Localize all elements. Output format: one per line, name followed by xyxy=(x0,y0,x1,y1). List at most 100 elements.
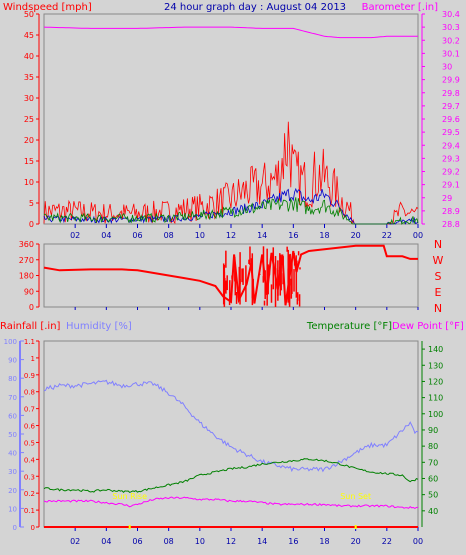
humidity-tick-label: 30 xyxy=(8,468,17,476)
climate-x-tick-label: 06 xyxy=(132,537,142,546)
wind-x-tick-label: 16 xyxy=(288,231,298,240)
wind-axis-label: Windspeed [mph] xyxy=(3,2,92,13)
wind-tick-label: 30 xyxy=(24,94,34,103)
temperature-tick-label: 120 xyxy=(428,377,443,386)
barometer-tick-label: 30.1 xyxy=(442,49,460,58)
temperature-tick-label: 60 xyxy=(428,474,438,483)
wind-tick-label: 0 xyxy=(29,220,34,229)
climate-x-tick-label: 22 xyxy=(382,537,392,546)
barometer-tick-label: 29.6 xyxy=(442,115,460,124)
direction-tick-label: 0 xyxy=(29,303,34,312)
temperature-tick-label: 100 xyxy=(428,410,443,419)
climate-x-tick-label: 18 xyxy=(319,537,329,546)
direction-tick-label: 180 xyxy=(19,272,34,281)
barometer-line xyxy=(43,26,418,39)
wind-x-tick-label: 04 xyxy=(101,231,111,240)
humidity-tick-label: 40 xyxy=(8,450,17,458)
barometer-tick-label: 29.9 xyxy=(442,76,460,85)
rain-tick-label: 0.1 xyxy=(24,507,35,515)
temperature-tick-label: 140 xyxy=(428,345,443,354)
climate-x-tick-label: 04 xyxy=(101,537,111,546)
rain-tick-label: 0.5 xyxy=(24,439,35,447)
rain-tick-label: 0.2 xyxy=(24,490,35,498)
rain-tick-label: 0 xyxy=(31,524,35,532)
wind-tick-label: 40 xyxy=(24,52,34,61)
humidity-tick-label: 70 xyxy=(8,394,17,402)
humidity-tick-label: 100 xyxy=(4,338,17,346)
barometer-tick-label: 29.2 xyxy=(442,168,460,177)
direction-compass-label: W xyxy=(433,254,444,267)
temperature-tick-label: 70 xyxy=(428,458,438,467)
barometer-tick-label: 29.5 xyxy=(442,128,460,137)
temperature-tick-label: 50 xyxy=(428,491,438,500)
humidity-tick-label: 20 xyxy=(8,487,17,495)
wind-tick-label: 25 xyxy=(24,115,34,124)
dewpoint-axis-label: Dew Point [°F] xyxy=(392,321,464,332)
direction-tick-label: 270 xyxy=(19,256,34,265)
climate-x-tick-label: 12 xyxy=(226,537,236,546)
climate-x-tick-label: 02 xyxy=(70,537,80,546)
barometer-tick-label: 28.9 xyxy=(442,207,460,216)
climate-x-tick-label: 14 xyxy=(257,537,267,546)
climate-x-tick-label: 16 xyxy=(288,537,298,546)
wind-tick-label: 10 xyxy=(24,178,34,187)
barometer-tick-label: 29.8 xyxy=(442,89,460,98)
direction-compass-label: S xyxy=(435,270,442,283)
windspeed-line xyxy=(43,197,419,225)
humidity-line xyxy=(43,379,419,473)
rainfall-axis-label: Rainfall [.in] xyxy=(0,321,61,332)
humidity-tick-label: 50 xyxy=(8,431,17,439)
rain-tick-label: 0.7 xyxy=(24,406,35,414)
barometer-tick-label: 30.4 xyxy=(442,10,460,19)
wind-x-tick-label: 06 xyxy=(132,231,142,240)
humidity-tick-label: 10 xyxy=(8,505,17,513)
climate-x-tick-label: 00 xyxy=(413,537,423,546)
climate-plot-area xyxy=(43,340,419,528)
wind-x-tick-label: 08 xyxy=(164,231,174,240)
wind-x-tick-label: 00 xyxy=(413,231,423,240)
barometer-tick-label: 29.1 xyxy=(442,181,460,190)
rain-tick-label: 0.3 xyxy=(24,473,35,481)
temperature-tick-label: 110 xyxy=(428,394,443,403)
rain-tick-label: 1 xyxy=(31,355,35,363)
dew-point-line xyxy=(43,496,419,509)
wind-x-tick-label: 10 xyxy=(195,231,205,240)
wind-x-tick-label: 22 xyxy=(382,231,392,240)
barometer-tick-label: 30.2 xyxy=(442,36,460,45)
sun-annotation-label: Sun Rise xyxy=(112,492,147,501)
climate-x-tick-label: 10 xyxy=(195,537,205,546)
rain-tick-label: 0.8 xyxy=(24,389,35,397)
wind-tick-label: 50 xyxy=(24,10,34,19)
rain-tick-label: 0.9 xyxy=(24,372,35,380)
temperature-tick-label: 80 xyxy=(428,442,438,451)
wind-x-tick-label: 14 xyxy=(257,231,267,240)
direction-compass-label: N xyxy=(434,302,442,315)
wind-tick-label: 15 xyxy=(24,157,34,166)
humidity-tick-label: 90 xyxy=(8,357,17,365)
temperature-axis-label: Temperature [°F] xyxy=(306,321,392,332)
rain-tick-label: 0.6 xyxy=(24,423,36,431)
barometer-tick-label: 28.8 xyxy=(442,220,460,229)
barometer-tick-label: 30 xyxy=(442,63,452,72)
barometer-tick-label: 29 xyxy=(442,194,452,203)
wind-x-tick-label: 20 xyxy=(351,231,361,240)
direction-compass-label: N xyxy=(434,238,442,251)
sun-annotation-label: Sun Set xyxy=(340,492,371,501)
temperature-tick-label: 130 xyxy=(428,361,443,370)
barometer-tick-label: 30.3 xyxy=(442,23,460,32)
rain-tick-label: 1.1 xyxy=(24,338,35,346)
barometer-tick-label: 29.7 xyxy=(442,102,460,111)
wind-tick-label: 35 xyxy=(24,73,34,82)
temperature-tick-label: 40 xyxy=(428,507,438,516)
rain-tick-label: 0.4 xyxy=(24,456,36,464)
direction-tick-label: 90 xyxy=(24,287,34,296)
barometer-axis-label: Barometer [.in] xyxy=(362,2,438,13)
humidity-tick-label: 60 xyxy=(8,412,17,420)
barometer-tick-label: 29.3 xyxy=(442,154,460,163)
climate-x-tick-label: 20 xyxy=(351,537,361,546)
wind-x-tick-label: 02 xyxy=(70,231,80,240)
direction-compass-label: E xyxy=(435,286,442,299)
wind-x-tick-label: 18 xyxy=(319,231,329,240)
wind-tick-label: 5 xyxy=(29,199,34,208)
